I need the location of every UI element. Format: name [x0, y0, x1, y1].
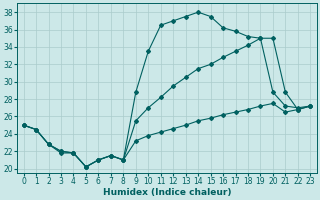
- X-axis label: Humidex (Indice chaleur): Humidex (Indice chaleur): [103, 188, 231, 197]
